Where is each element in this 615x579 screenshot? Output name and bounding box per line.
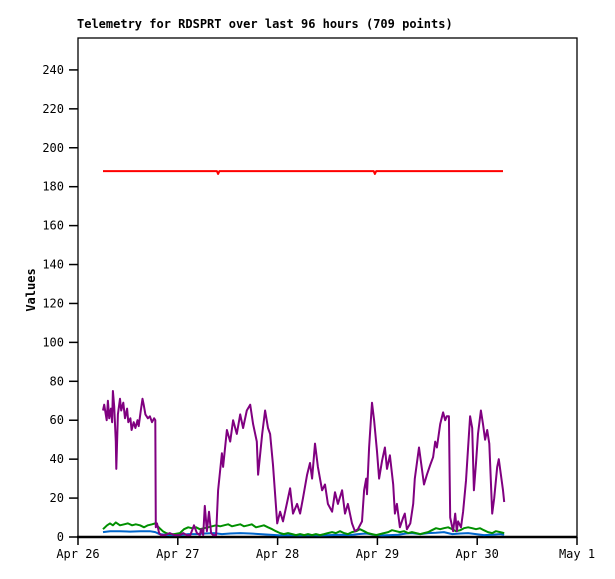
y-tick-label: 140 bbox=[42, 258, 64, 272]
y-tick-label: 220 bbox=[42, 102, 64, 116]
plot-border bbox=[77, 37, 578, 538]
y-tick-label: 80 bbox=[50, 374, 64, 388]
y-tick-label: 160 bbox=[42, 219, 64, 233]
y-axis-label: Values bbox=[24, 268, 38, 312]
y-tick-label: 100 bbox=[42, 335, 64, 349]
x-tick-label: Apr 30 bbox=[456, 547, 499, 561]
series-green-low-line bbox=[102, 521, 505, 537]
y-tick-label: 0 bbox=[57, 530, 64, 544]
x-tick-label: May 1 bbox=[559, 547, 595, 561]
series-red-flatline-line bbox=[103, 170, 503, 175]
series-purple-main-line bbox=[102, 390, 506, 537]
y-tick-label: 240 bbox=[42, 63, 64, 77]
chart-title: Telemetry for RDSPRT over last 96 hours … bbox=[77, 17, 453, 31]
x-tick-label: Apr 26 bbox=[56, 547, 99, 561]
y-tick-label: 60 bbox=[50, 413, 64, 427]
y-tick-label: 180 bbox=[42, 180, 64, 194]
y-tick-label: 40 bbox=[50, 452, 64, 466]
x-tick-label: Apr 28 bbox=[256, 547, 299, 561]
y-tick-label: 120 bbox=[42, 296, 64, 310]
y-tick-label: 20 bbox=[50, 491, 64, 505]
x-tick-label: Apr 27 bbox=[156, 547, 199, 561]
y-tick-label: 200 bbox=[42, 141, 64, 155]
x-tick-label: Apr 29 bbox=[356, 547, 399, 561]
